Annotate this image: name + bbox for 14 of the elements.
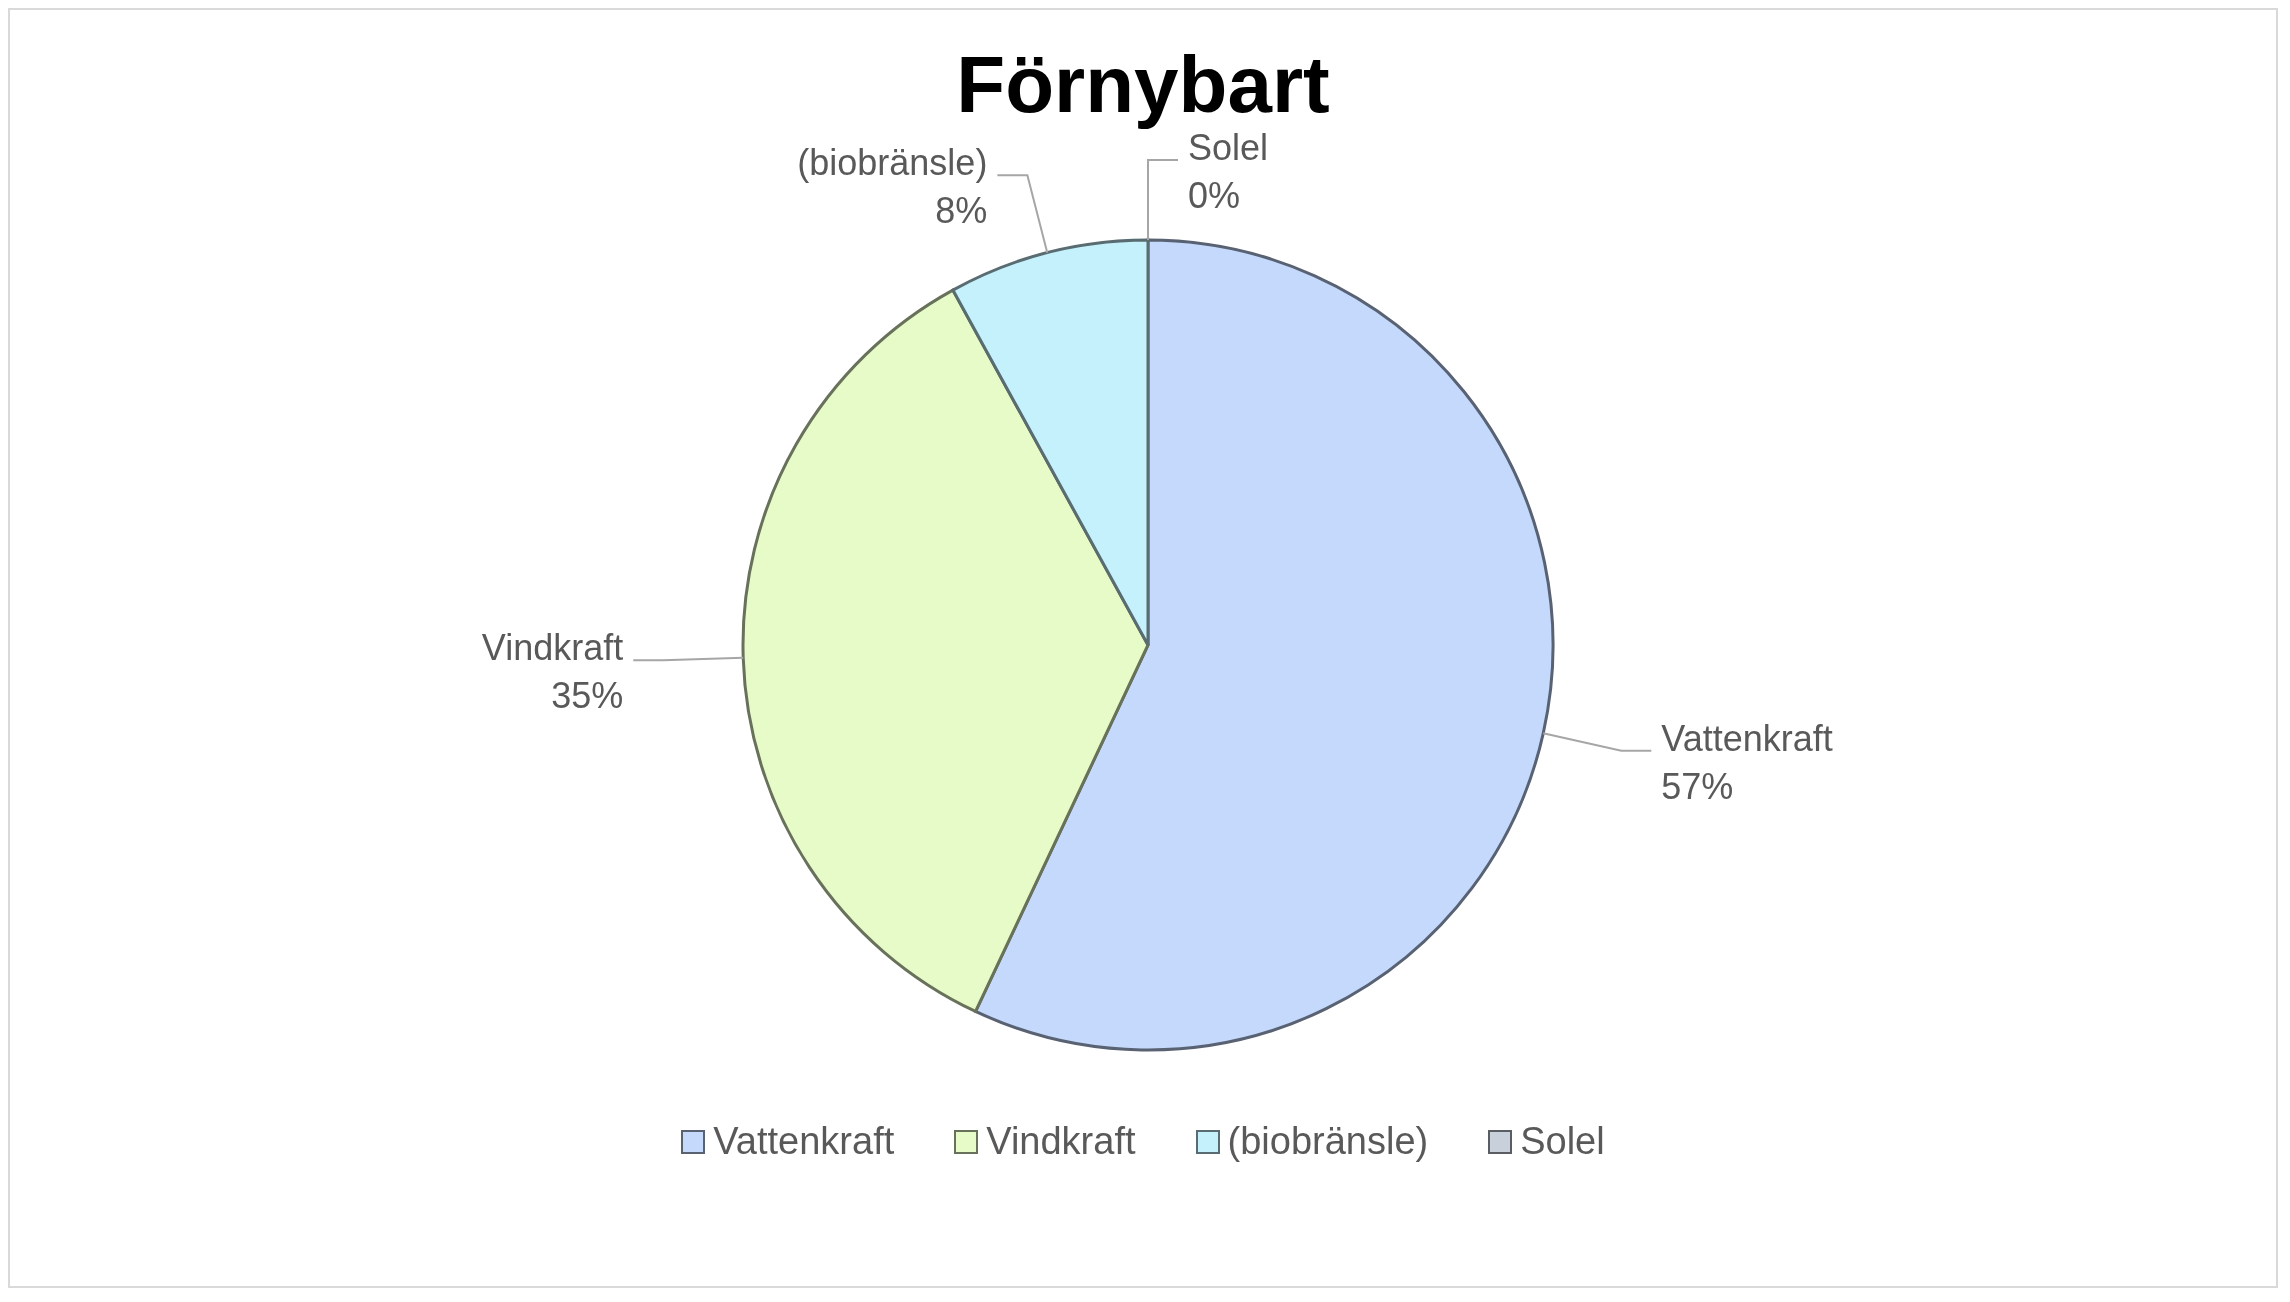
slice-label: Vindkraft [481, 627, 624, 669]
slice-label: (biobränsle) [797, 142, 988, 184]
data-label: 35% [551, 675, 624, 717]
legend-label: (biobränsle) [1227, 1120, 1429, 1163]
category-label: Solel [1188, 127, 1269, 168]
pie-slice [741, 288, 1150, 1013]
legend-label: Vattenkraft [713, 1120, 895, 1163]
text: 0% [1188, 175, 1241, 216]
data-label: 8% [935, 190, 988, 232]
chart-title: Förnybart [955, 39, 1331, 129]
legend-label: Solel [1520, 1120, 1605, 1163]
legend-label: Vindkraft [986, 1120, 1136, 1163]
slice-label: Vattenkraft [1661, 717, 1833, 759]
data-label: 57% [1661, 765, 1734, 807]
